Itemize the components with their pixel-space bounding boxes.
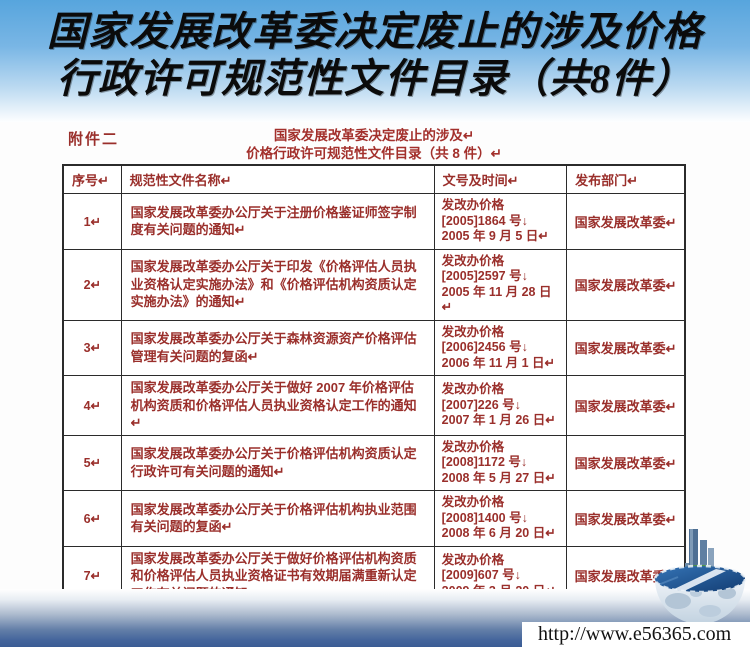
table-caption-line2: 价格行政许可规范性文件目录（共 8 件）↵ [246,146,502,161]
cell-no: 4↵ [62,375,122,436]
doc-line3: 2006 年 11 月 1 日↵ [441,355,555,370]
cell-name: 国家发展改革委办公厅关于注册价格鉴证师签字制度有关问题的通知↵ [120,193,435,250]
doc-line2: [2005]1864 号↓ [441,213,528,228]
sky-gradient-band [0,0,750,122]
cell-docno: 发改办价格 [2008]1172 号↓ 2008 年 5 月 27 日↵ [433,434,568,491]
doc-line2: [2009]607 号↓ [441,568,521,582]
cell-docno: 发改办价格 [2005]2597 号↓ 2005 年 11 月 28 日↵ [433,248,568,321]
page-title-line2: 行政许可规范性文件目录（共8件） [57,56,693,101]
page-title-line1: 国家发展改革委决定废止的涉及价格 [47,9,703,54]
site-url-link[interactable]: http://www.e56365.com [538,623,732,645]
cell-name: 国家发展改革委办公厅关于印发《价格评估人员执业资格认定实施办法》和《价格评估机构… [120,248,435,321]
cell-name: 国家发展改革委办公厅关于价格评估机构执业范围有关问题的复函↵ [120,490,435,547]
table-row: 5↵ 国家发展改革委办公厅关于价格评估机构资质认定行政许可有关问题的通知↵ 发改… [62,434,686,491]
attachment-label: 附件二 [68,131,120,148]
table-caption-line1: 国家发展改革委决定废止的涉及↵ [273,128,475,143]
cell-dept: 国家发展改革委↵ [566,434,686,491]
cell-docno: 发改办价格 [2008]1400 号↓ 2008 年 6 月 20 日↵ [433,490,568,547]
cell-name: 国家发展改革委办公厅关于森林资源资产价格评估管理有关问题的复函↵ [120,319,435,376]
cell-name: 国家发展改革委办公厅关于价格评估机构资质认定行政许可有关问题的通知↵ [120,434,435,491]
doc-line1: 发改办价格 [441,324,505,339]
doc-line1: 发改办价格 [441,495,505,509]
table-row: 1↵ 国家发展改革委办公厅关于注册价格鉴证师签字制度有关问题的通知↵ 发改办价格… [62,193,686,250]
doc-line3: 2008 年 5 月 27 日↵ [441,470,556,485]
doc-line2: [2006]2456 号↓ [441,340,528,354]
doc-line1: 发改办价格 [441,552,505,567]
cell-no: 5↵ [62,434,122,491]
cell-docno: 发改办价格 [2005]1864 号↓ 2005 年 9 月 5 日↵ [433,193,568,250]
panel-header: 附件二 国家发展改革委决定废止的涉及↵ 价格行政许可规范性文件目录（共 8 件）… [62,124,686,164]
doc-line1: 发改办价格 [441,253,505,268]
cell-docno: 发改办价格 [2006]2456 号↓ 2006 年 11 月 1 日↵ [433,319,568,376]
page-title: 国家发展改革委决定废止的涉及价格 行政许可规范性文件目录（共8件） [0,8,750,102]
document-panel: 附件二 国家发展改革委决定废止的涉及↵ 价格行政许可规范性文件目录（共 8 件）… [62,124,686,647]
doc-line2: [2007]226 号↓ [441,397,521,412]
doc-line2: [2008]1172 号↓ [441,455,528,469]
cell-no: 1↵ [62,193,122,250]
table-row: 3↵ 国家发展改革委办公厅关于森林资源资产价格评估管理有关问题的复函↵ 发改办价… [62,319,686,376]
header-dept: 发布部门↵ [566,164,686,194]
table-header-row: 序号↵ 规范性文件名称↵ 文号及时间↵ 发布部门↵ [62,164,686,194]
table-row: 2↵ 国家发展改革委办公厅关于印发《价格评估人员执业资格认定实施办法》和《价格评… [62,248,686,321]
doc-line3: 2007 年 1 月 26 日↵ [441,413,556,427]
cell-no: 2↵ [62,248,122,321]
table-caption: 国家发展改革委决定废止的涉及↵ 价格行政许可规范性文件目录（共 8 件）↵ [62,124,686,163]
cell-docno: 发改办价格 [2007]226 号↓ 2007 年 1 月 26 日↵ [433,375,568,436]
doc-line3: 2008 年 6 月 20 日↵ [441,526,556,540]
doc-line1: 发改办价格 [441,439,505,454]
cell-dept: 国家发展改革委↵ [566,375,686,436]
table-row: 4↵ 国家发展改革委办公厅关于做好 2007 年价格评估机构资质和价格评估人员执… [62,375,686,436]
doc-line2: [2005]2597 号↓ [441,269,528,283]
doc-line3: 2005 年 9 月 5 日↵ [441,229,549,243]
cell-name: 国家发展改革委办公厅关于做好 2007 年价格评估机构资质和价格评估人员执业资格… [120,375,435,436]
header-no: 序号↵ [62,164,122,194]
cell-dept: 国家发展改革委↵ [566,193,686,250]
cell-no: 3↵ [62,319,122,376]
doc-line1: 发改办价格 [441,382,505,396]
header-docno: 文号及时间↵ [433,164,568,194]
header-name: 规范性文件名称↵ [120,164,435,194]
cell-no: 6↵ [62,490,122,547]
url-box: http://www.e56365.com [522,622,750,647]
doc-line1: 发改办价格 [441,198,505,212]
doc-line2: [2008]1400 号↓ [441,510,528,525]
cell-dept: 国家发展改革委↵ [566,319,686,376]
documents-table: 序号↵ 规范性文件名称↵ 文号及时间↵ 发布部门↵ 1↵ 国家发展改革委办公厅关… [62,164,686,647]
globe-city-bowl-icon [653,529,747,624]
table-row: 6↵ 国家发展改革委办公厅关于价格评估机构执业范围有关问题的复函↵ 发改办价格 … [62,490,686,547]
cell-dept: 国家发展改革委↵ [566,248,686,321]
doc-line3: 2005 年 11 月 28 日↵ [441,284,552,315]
cell-dept: 国家发展改革委↵ [566,490,686,547]
